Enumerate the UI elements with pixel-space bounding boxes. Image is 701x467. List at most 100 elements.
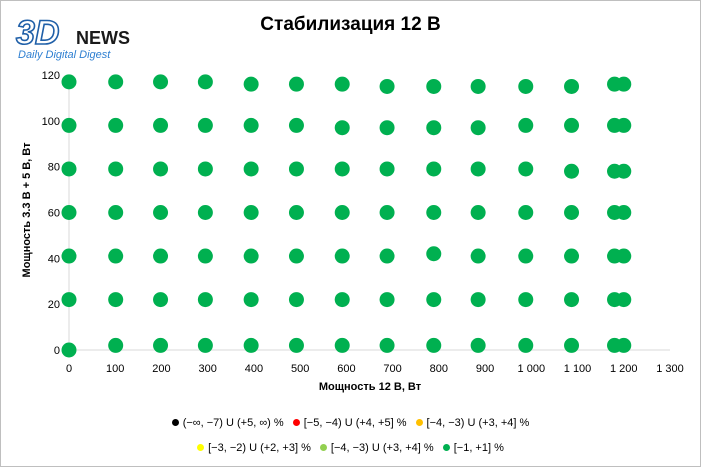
data-point: [61, 292, 77, 308]
data-point: [616, 117, 632, 133]
y-tick-label: 20: [48, 299, 60, 311]
data-point: [243, 248, 259, 264]
legend-label-4: [−3, −2) U (+2, +3] %: [208, 442, 311, 454]
data-point: [243, 117, 259, 133]
logo-3d: 3D: [16, 14, 59, 52]
data-point: [153, 74, 169, 90]
data-point: [616, 292, 632, 308]
data-point: [379, 78, 395, 94]
data-point: [197, 205, 213, 220]
data-point: [61, 117, 77, 133]
legend-row-2: [−3, −2) U (+2, +3] % [−4, −3) U (+3, +4…: [0, 442, 701, 454]
data-point: [334, 248, 350, 264]
data-point: [334, 337, 350, 353]
legend-item-1: (−∞, −7) U (+5, ∞) %: [171, 417, 284, 429]
legend-swatch-2: [292, 419, 300, 426]
y-tick-label: 120: [42, 70, 60, 82]
y-axis-label: Мощность 3.3 В + 5 В, Вт: [21, 142, 33, 278]
data-point: [153, 292, 169, 308]
data-point: [564, 248, 580, 264]
data-point: [288, 292, 304, 308]
legend-swatch-6: [442, 444, 450, 451]
data-point: [564, 78, 580, 94]
y-tick-label: 80: [48, 162, 60, 174]
x-tick-label: 1 100: [564, 363, 592, 375]
legend-label-2: [−5, −4) U (+4, +5] %: [303, 417, 407, 429]
data-point: [243, 292, 259, 308]
legend-label-1: (−∞, −7) U (+5, ∞) %: [182, 417, 284, 429]
data-point: [334, 76, 350, 92]
data-point: [153, 161, 169, 177]
data-point: [426, 205, 442, 220]
data-point: [288, 161, 304, 177]
x-tick-label: 1 200: [610, 363, 638, 375]
data-point: [243, 205, 259, 220]
data-point: [616, 163, 632, 179]
x-tick-label: 700: [383, 363, 401, 375]
data-point: [197, 248, 213, 264]
data-point: [518, 248, 534, 264]
legend-item-2: [−5, −4) U (+4, +5] %: [292, 417, 407, 429]
data-point: [243, 76, 259, 92]
legend-swatch-3: [415, 419, 423, 426]
y-tick-label: 100: [42, 116, 60, 128]
data-point: [426, 161, 442, 177]
legend-swatch-4: [197, 444, 205, 451]
data-point: [108, 292, 124, 308]
logo-tagline: Daily Digital Digest: [18, 49, 111, 61]
data-point: [518, 205, 534, 220]
data-point: [197, 117, 213, 133]
data-point: [470, 78, 486, 94]
data-point: [518, 78, 534, 94]
data-point: [197, 161, 213, 177]
data-point: [61, 342, 77, 358]
data-point: [379, 120, 395, 136]
data-point: [379, 248, 395, 264]
data-point: [616, 76, 632, 92]
data-point: [61, 74, 77, 90]
data-point: [518, 117, 534, 133]
data-point: [616, 205, 632, 220]
data-point: [564, 292, 580, 308]
data-point: [334, 161, 350, 177]
data-point: [197, 292, 213, 308]
legend-label-3: [−4, −3) U (+3, +4] %: [426, 417, 530, 429]
data-point: [153, 205, 169, 220]
data-point: [470, 120, 486, 136]
data-point: [518, 161, 534, 177]
x-tick-label: 1 000: [518, 363, 546, 375]
data-point: [153, 117, 169, 133]
legend-item-5: [−4, −3) U (+3, +4] %: [319, 442, 434, 454]
data-point: [470, 337, 486, 353]
data-point: [564, 205, 580, 220]
legend-item-3: [−4, −3) U (+3, +4] %: [415, 417, 530, 429]
data-point: [564, 117, 580, 133]
data-point: [197, 337, 213, 353]
x-tick-label: 400: [245, 363, 263, 375]
3dnews-logo: 3D NEWS Daily Digital Digest: [15, 14, 130, 61]
data-point: [334, 292, 350, 308]
data-point: [108, 117, 124, 133]
data-points: [61, 74, 632, 358]
data-point: [518, 292, 534, 308]
legend-label-6: [−1, +1] %: [453, 442, 504, 454]
data-point: [153, 248, 169, 264]
x-tick-label: 300: [199, 363, 217, 375]
data-point: [564, 163, 580, 179]
data-point: [108, 205, 124, 220]
data-point: [61, 161, 77, 177]
x-tick-labels: 0 100 200 300 400 500 600 700 800 900 1 000 1 100 1 …: [66, 363, 684, 375]
legend-swatch-5: [319, 444, 327, 451]
data-point: [108, 161, 124, 177]
data-point: [334, 205, 350, 220]
data-point: [616, 337, 632, 353]
x-tick-label: 800: [430, 363, 448, 375]
data-point: [197, 74, 213, 90]
data-point: [288, 205, 304, 220]
x-axis-label: Мощность 12 В, Вт: [319, 381, 422, 393]
data-point: [108, 248, 124, 264]
data-point: [379, 161, 395, 177]
data-point: [470, 292, 486, 308]
x-tick-label: 200: [152, 363, 170, 375]
